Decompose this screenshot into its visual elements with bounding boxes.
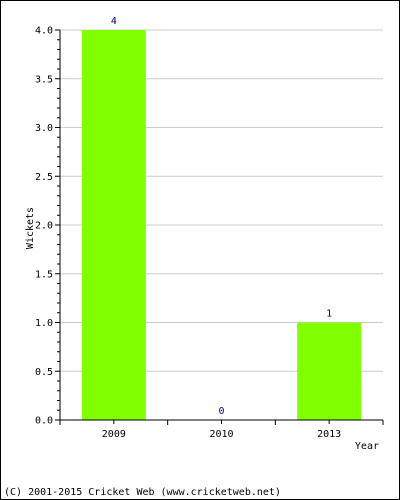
- footer-copyright: (C) 2001-2015 Cricket Web (www.cricketwe…: [4, 487, 281, 498]
- y-tick-label: 2.5: [35, 172, 53, 183]
- x-tick-label: 2010: [209, 429, 233, 440]
- y-tick-label: 4.0: [35, 26, 53, 37]
- data-label: 1: [326, 309, 332, 320]
- x-ticks: 2009 2010 2013: [59, 420, 384, 440]
- y-tick-label: 1.0: [35, 318, 53, 329]
- y-tick-label: 2.0: [35, 221, 53, 232]
- y-tick-label: 1.5: [35, 269, 53, 280]
- bars: [81, 30, 362, 420]
- x-tick-label: 2009: [102, 429, 126, 440]
- x-axis-title: Year: [355, 441, 379, 452]
- y-axis-title: Wickets: [25, 207, 36, 249]
- y-tick-label: 0.5: [35, 367, 53, 378]
- y-ticks: 0.0 0.5 1.0 1.5 2.0 2.5 3.0 3.5 4.0: [35, 26, 60, 427]
- x-tick-label: 2013: [317, 429, 341, 440]
- data-labels: 4 0 1: [111, 16, 332, 417]
- y-tick-label: 0.0: [35, 416, 53, 427]
- data-label: 0: [218, 406, 224, 417]
- bar: [81, 30, 146, 420]
- data-label: 4: [111, 16, 117, 27]
- y-tick-label: 3.0: [35, 123, 53, 134]
- bar: [297, 322, 362, 420]
- y-tick-label: 3.5: [35, 74, 53, 85]
